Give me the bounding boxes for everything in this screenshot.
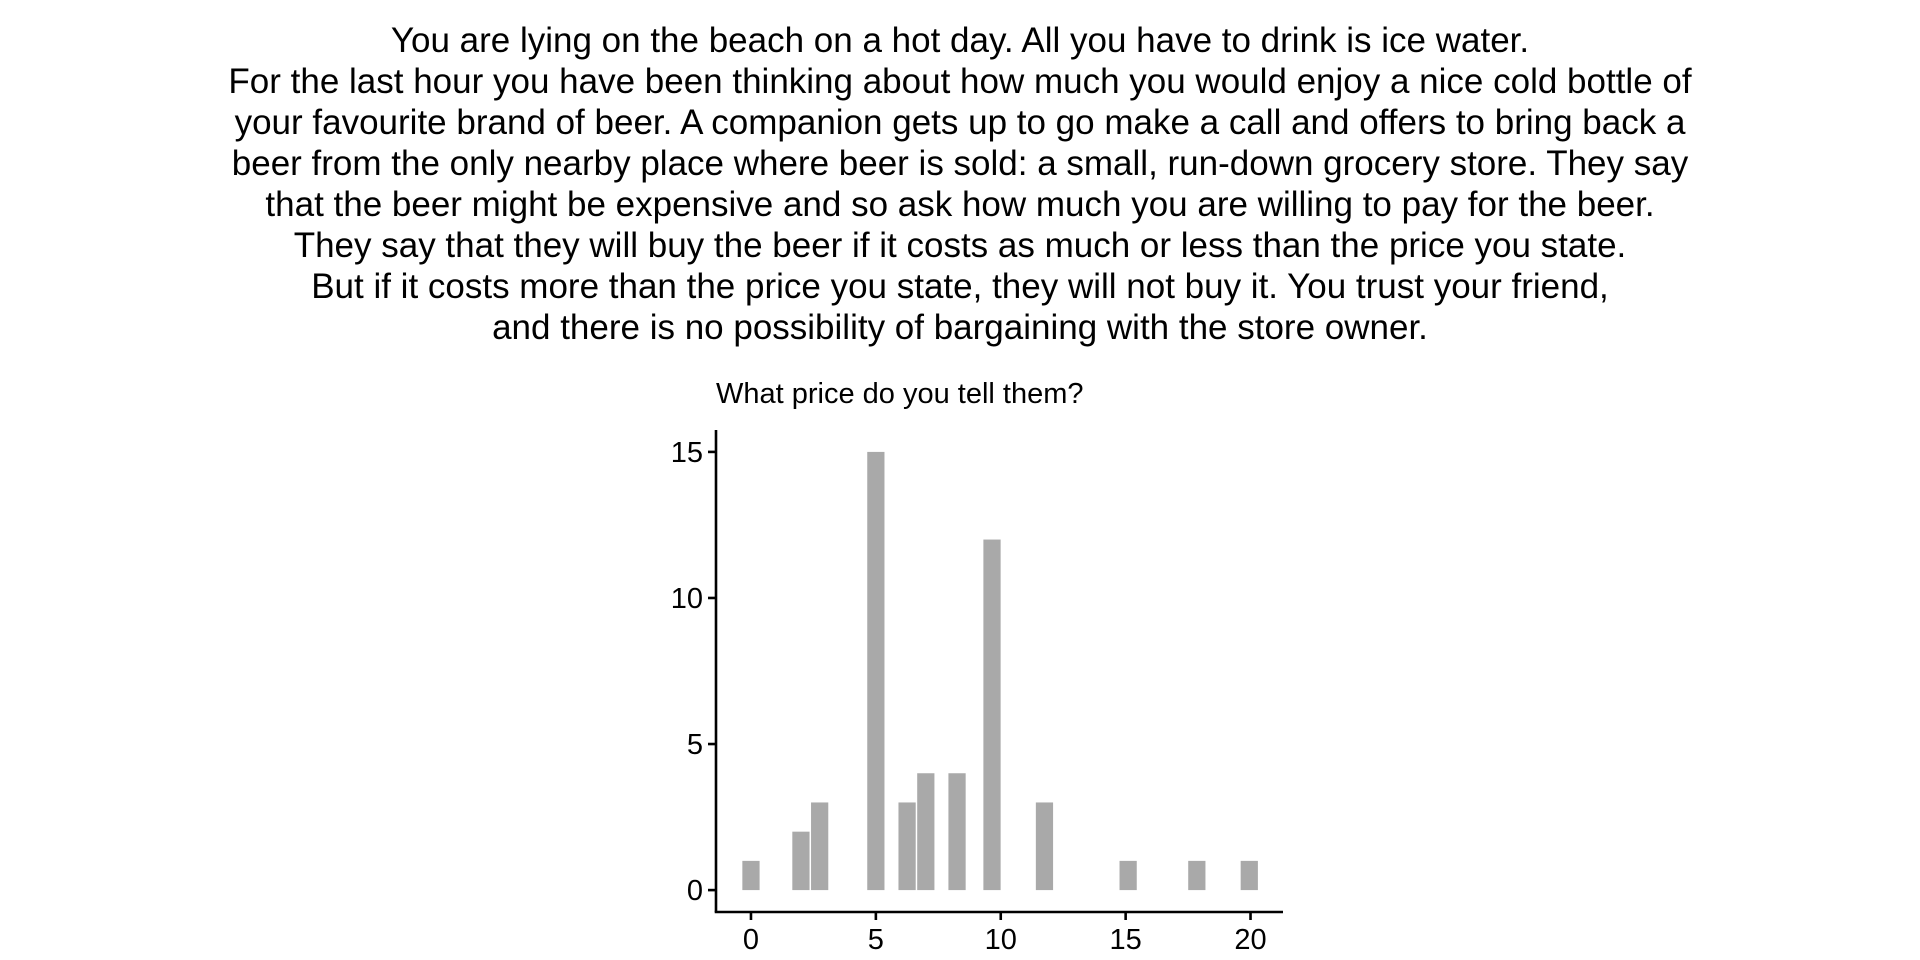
y-tick-label: 5 xyxy=(687,729,703,761)
histogram-bar xyxy=(811,802,829,891)
histogram-bar xyxy=(1119,860,1137,891)
x-tick-label: 20 xyxy=(1234,924,1266,956)
ticks-layer: 0 5 10 15 20 0 5 10 15 xyxy=(671,437,1267,956)
x-tick-label: 5 xyxy=(868,924,884,956)
scenario-line: They say that they will buy the beer if … xyxy=(293,226,1627,265)
scenario-line: You are lying on the beach on a hot day.… xyxy=(390,21,1530,60)
chart-title: What price do you tell them? xyxy=(716,378,1084,410)
histogram-bar xyxy=(867,451,885,891)
scenario-line: and there is no possibility of bargainin… xyxy=(492,308,1428,347)
x-tick-label: 15 xyxy=(1110,924,1142,956)
scenario-line: But if it costs more than the price you … xyxy=(311,267,1609,306)
histogram-bar xyxy=(1035,802,1054,891)
scenario-line: that the beer might be expensive and so … xyxy=(265,185,1655,224)
histogram-bar xyxy=(1188,860,1206,891)
y-tick-label: 0 xyxy=(687,875,703,907)
scenario-line: your favourite brand of beer. A companio… xyxy=(234,103,1686,142)
axes-layer xyxy=(714,430,1283,914)
scenario-line: beer from the only nearby place where be… xyxy=(231,144,1689,183)
x-tick-label: 0 xyxy=(743,924,759,956)
y-tick-label: 10 xyxy=(671,583,703,615)
scenario-line: For the last hour you have been thinking… xyxy=(228,62,1692,101)
histogram-bar xyxy=(742,860,760,891)
histogram-bar xyxy=(948,773,966,891)
scenario-text: You are lying on the beach on a hot day.… xyxy=(0,20,1920,348)
y-tick-label: 15 xyxy=(671,437,703,469)
bars-layer xyxy=(742,451,1258,891)
histogram-bar xyxy=(1240,860,1258,891)
histogram-bar xyxy=(917,773,935,891)
histogram-bar xyxy=(792,831,810,891)
histogram-bar xyxy=(898,802,916,891)
x-tick-label: 10 xyxy=(985,924,1017,956)
histogram-bar xyxy=(983,539,1001,891)
